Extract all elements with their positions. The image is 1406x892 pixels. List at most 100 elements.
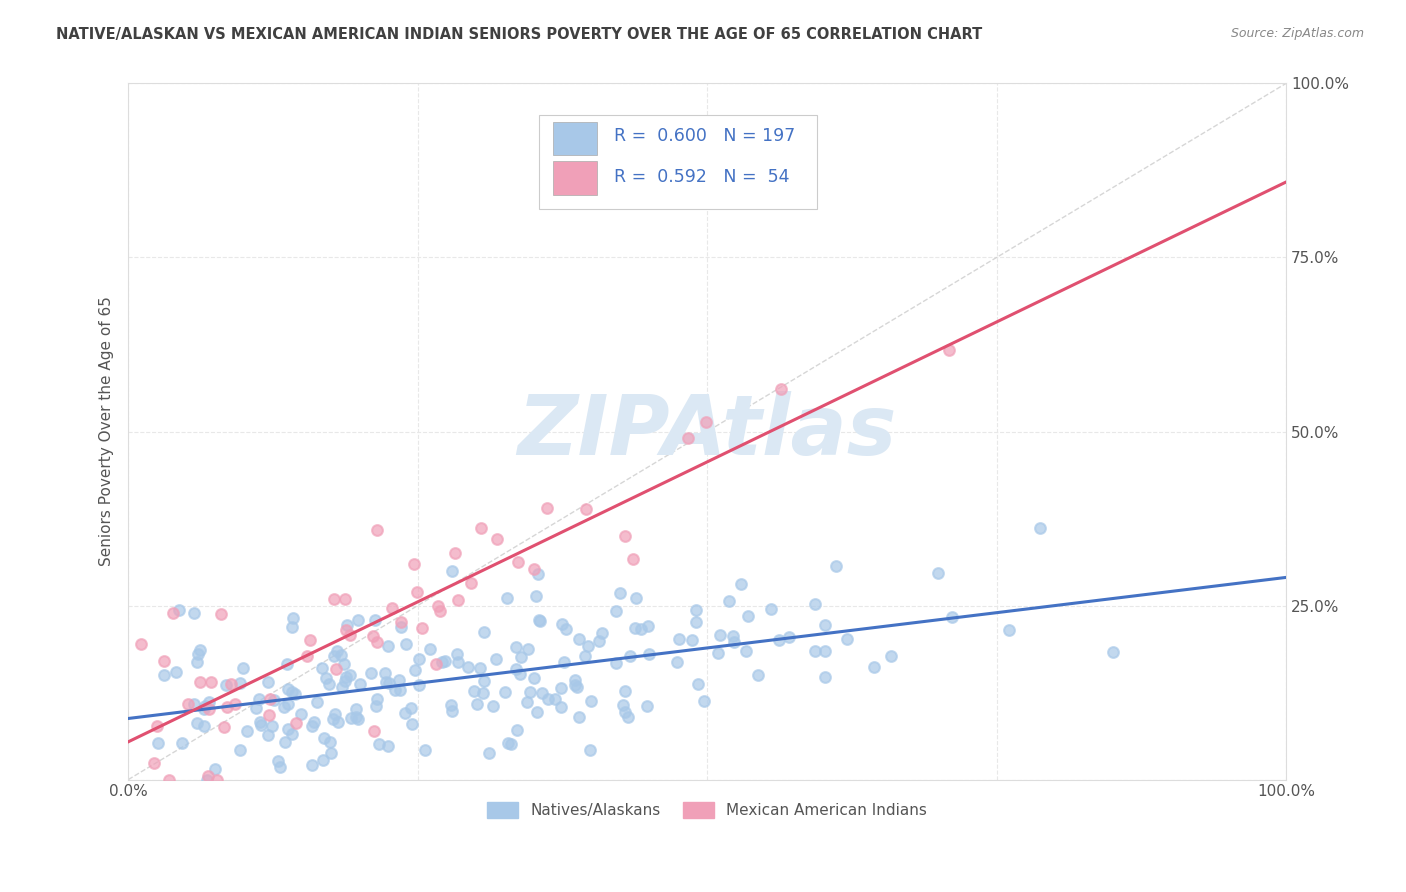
Point	[157, 772, 180, 787]
Point	[550, 681, 572, 696]
Point	[187, 647, 209, 661]
Point	[404, 663, 426, 677]
Point	[419, 642, 441, 657]
Point	[330, 680, 353, 694]
Point	[613, 705, 636, 719]
Point	[564, 673, 586, 687]
Point	[277, 697, 299, 711]
Point	[323, 707, 346, 722]
Point	[564, 678, 586, 692]
Point	[623, 552, 645, 566]
Point	[269, 760, 291, 774]
Point	[605, 656, 627, 670]
Point	[186, 715, 208, 730]
Point	[695, 416, 717, 430]
Point	[553, 655, 575, 669]
Point	[389, 683, 412, 698]
Point	[215, 700, 238, 714]
Point	[555, 622, 578, 636]
Point	[536, 500, 558, 515]
Point	[527, 566, 550, 581]
Point	[364, 613, 387, 627]
Point	[325, 662, 347, 676]
Point	[366, 691, 388, 706]
Point	[408, 652, 430, 666]
Point	[263, 693, 285, 707]
Point	[565, 680, 588, 694]
Point	[636, 699, 658, 714]
Point	[229, 676, 252, 690]
Point	[399, 701, 422, 715]
Point	[143, 756, 166, 771]
Point	[148, 736, 170, 750]
Point	[188, 674, 211, 689]
Point	[591, 626, 613, 640]
Point	[447, 655, 470, 669]
Point	[406, 585, 429, 599]
Point	[339, 668, 361, 682]
Point	[527, 613, 550, 627]
Point	[666, 655, 689, 669]
Point	[236, 723, 259, 738]
Point	[426, 599, 449, 614]
Point	[301, 719, 323, 733]
Point	[685, 615, 707, 630]
Point	[1102, 645, 1125, 659]
Point	[472, 673, 495, 688]
Point	[457, 660, 479, 674]
Point	[361, 629, 384, 643]
Point	[183, 606, 205, 620]
Point	[623, 622, 645, 636]
Point	[709, 628, 731, 642]
Point	[814, 617, 837, 632]
Point	[998, 623, 1021, 637]
Point	[835, 632, 858, 646]
Text: ZIPAtlas: ZIPAtlas	[517, 391, 897, 472]
Point	[567, 709, 589, 723]
Point	[284, 715, 307, 730]
Point	[366, 523, 388, 537]
Point	[769, 382, 792, 396]
Point	[211, 607, 233, 621]
Point	[626, 591, 648, 605]
Point	[460, 576, 482, 591]
Point	[366, 634, 388, 648]
Point	[717, 594, 740, 608]
Point	[328, 714, 350, 729]
Point	[194, 698, 217, 713]
Point	[501, 737, 523, 751]
Point	[612, 698, 634, 713]
Point	[375, 675, 398, 690]
Text: R =  0.600   N = 197: R = 0.600 N = 197	[614, 127, 796, 145]
Point	[668, 632, 690, 646]
Point	[707, 646, 730, 660]
Point	[444, 546, 467, 560]
Point	[544, 692, 567, 706]
Point	[330, 648, 353, 662]
Point	[685, 602, 707, 616]
Point	[257, 675, 280, 690]
Point	[588, 634, 610, 648]
Point	[284, 687, 307, 701]
Point	[336, 618, 359, 632]
Point	[281, 611, 304, 625]
Point	[315, 671, 337, 685]
Point	[411, 621, 433, 635]
Point	[440, 698, 463, 713]
Point	[389, 620, 412, 634]
Point	[529, 615, 551, 629]
Point	[568, 632, 591, 647]
Point	[1029, 521, 1052, 535]
Point	[188, 642, 211, 657]
Point	[277, 722, 299, 736]
Point	[825, 558, 848, 573]
Point	[425, 657, 447, 672]
Point	[723, 635, 745, 649]
Point	[617, 709, 640, 723]
Point	[429, 604, 451, 618]
Point	[318, 735, 340, 749]
Point	[276, 657, 298, 672]
Point	[299, 633, 322, 648]
Point	[637, 647, 659, 661]
Point	[290, 706, 312, 721]
